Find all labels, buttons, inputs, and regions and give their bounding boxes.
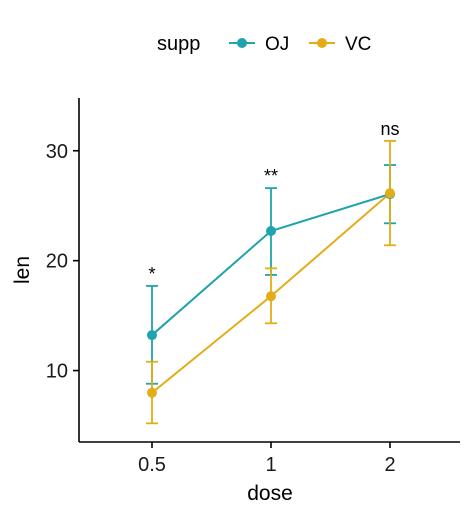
legend-entries: OJ VC bbox=[229, 34, 371, 55]
x-axis-title: dose bbox=[247, 482, 293, 505]
legend-label: OJ bbox=[265, 34, 289, 55]
x-axis-ticks: 0.5 1 2 bbox=[138, 442, 396, 476]
y-tick-label: 30 bbox=[46, 141, 68, 163]
data-point-oj bbox=[147, 330, 157, 341]
significance-annotations: ***ns bbox=[148, 119, 399, 284]
x-tick-label: 1 bbox=[265, 454, 276, 476]
data-point-vc bbox=[147, 387, 157, 398]
x-tick-label: 2 bbox=[384, 454, 395, 476]
legend-label: VC bbox=[345, 34, 371, 55]
significance-label: ** bbox=[264, 166, 278, 186]
data-points bbox=[147, 188, 395, 398]
y-axis-ticks: 10 20 30 bbox=[46, 141, 79, 383]
data-point-vc bbox=[266, 291, 276, 302]
data-point-vc bbox=[385, 188, 395, 199]
y-axis-title: len bbox=[11, 256, 34, 284]
legend-key-point bbox=[237, 38, 247, 48]
legend-title: supp bbox=[157, 33, 200, 55]
significance-label: ns bbox=[380, 119, 399, 139]
legend-entry-oj: OJ bbox=[229, 34, 289, 55]
legend-entry-vc: VC bbox=[309, 34, 371, 55]
significance-label: * bbox=[148, 264, 155, 284]
x-tick-label: 0.5 bbox=[138, 454, 166, 476]
legend-key-point bbox=[317, 38, 327, 48]
y-tick-label: 10 bbox=[46, 361, 68, 383]
data-point-oj bbox=[266, 225, 276, 236]
y-tick-label: 20 bbox=[46, 251, 68, 273]
legend: supp OJ VC bbox=[157, 33, 371, 55]
